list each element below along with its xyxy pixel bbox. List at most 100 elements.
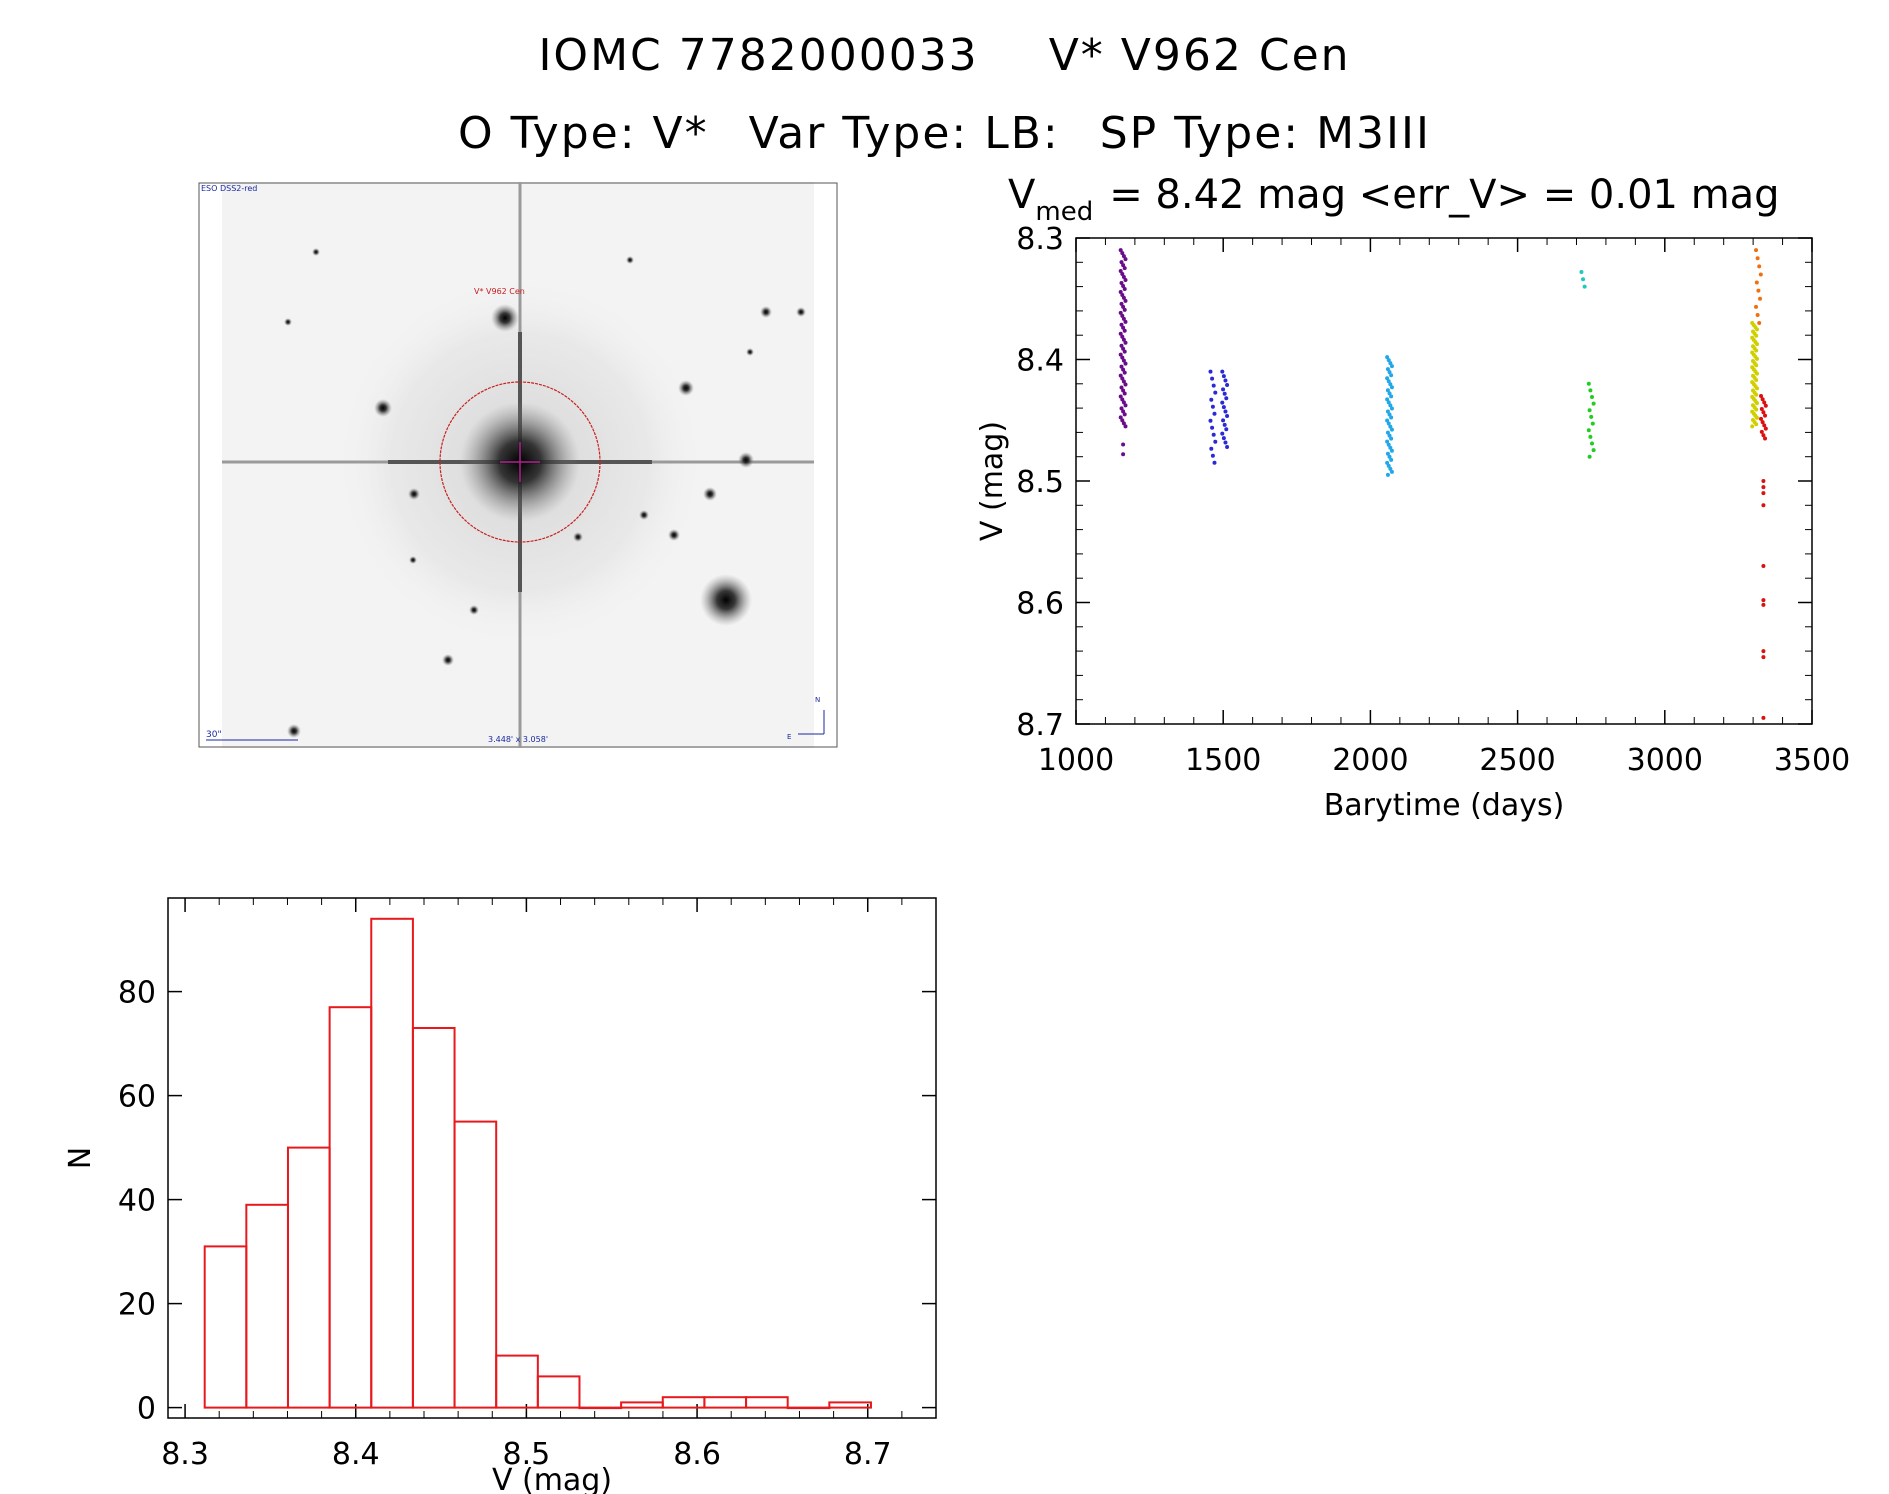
data-point xyxy=(1387,412,1392,417)
data-point xyxy=(1122,307,1127,312)
data-point xyxy=(1389,448,1394,453)
data-point xyxy=(1589,414,1594,419)
data-point xyxy=(1750,358,1755,363)
data-point xyxy=(1121,379,1126,384)
data-point xyxy=(1751,367,1756,372)
data-point xyxy=(1750,373,1755,378)
data-point xyxy=(1754,407,1759,412)
data-point xyxy=(1123,424,1128,429)
data-point xyxy=(1385,367,1390,372)
data-point xyxy=(1119,364,1124,369)
data-point xyxy=(1386,400,1391,405)
field-star xyxy=(287,724,301,738)
data-point xyxy=(1759,393,1764,398)
histogram-bar xyxy=(661,1396,706,1409)
data-point xyxy=(1388,403,1393,408)
data-point xyxy=(1123,403,1128,408)
data-point xyxy=(1750,409,1755,414)
data-point xyxy=(1123,382,1128,387)
data-point xyxy=(1121,304,1126,309)
data-point xyxy=(1579,270,1584,275)
data-point xyxy=(1386,463,1391,468)
data-point xyxy=(1121,316,1126,321)
data-point xyxy=(1387,433,1392,438)
data-point xyxy=(1761,649,1766,654)
target-label: V* V962 Cen xyxy=(474,287,525,296)
data-point xyxy=(1761,602,1766,607)
data-point xyxy=(1209,446,1214,451)
data-point xyxy=(1386,379,1391,384)
data-point xyxy=(1753,399,1758,404)
data-point xyxy=(1387,391,1392,396)
data-point xyxy=(1752,375,1757,380)
data-point xyxy=(1750,424,1755,429)
data-point xyxy=(1753,325,1758,330)
data-point xyxy=(1750,403,1755,408)
data-point xyxy=(1120,272,1125,277)
histogram-bar xyxy=(828,1401,872,1409)
field-star xyxy=(312,248,320,256)
data-point xyxy=(1118,289,1123,294)
field-star xyxy=(374,399,392,417)
data-point xyxy=(1591,401,1596,406)
data-point xyxy=(1122,412,1127,417)
field-star xyxy=(408,488,420,500)
data-point xyxy=(1222,391,1227,396)
field-star xyxy=(678,380,694,396)
field-star xyxy=(284,318,292,326)
data-point xyxy=(1760,420,1765,425)
fov-label: 3.448' x 3.058' xyxy=(488,735,548,744)
data-point xyxy=(1755,256,1760,261)
data-point xyxy=(1754,415,1759,420)
y-tick-label: 40 xyxy=(118,1184,156,1219)
data-point xyxy=(1751,323,1756,328)
data-point xyxy=(1750,329,1755,334)
data-point xyxy=(1210,404,1215,409)
plot-frame xyxy=(1075,237,1813,725)
data-point xyxy=(1588,434,1593,439)
data-point xyxy=(1389,373,1394,378)
data-point xyxy=(1121,409,1126,414)
y-axis-label: V (mag) xyxy=(975,421,1010,541)
data-point xyxy=(1119,322,1124,327)
data-point xyxy=(1389,457,1394,462)
data-point xyxy=(1224,427,1229,432)
data-point xyxy=(1762,400,1767,405)
finder-frame xyxy=(198,182,838,748)
y-tick-label: 0 xyxy=(137,1392,156,1427)
data-point xyxy=(1753,354,1758,359)
data-point xyxy=(1754,342,1759,347)
survey-label: ESO DSS2-red xyxy=(201,184,257,193)
data-point xyxy=(1754,363,1759,368)
data-point xyxy=(1385,472,1390,477)
data-point xyxy=(1123,340,1128,345)
y-tick-label: 8.5 xyxy=(1016,465,1064,500)
data-point xyxy=(1751,352,1756,357)
data-point xyxy=(1389,394,1394,399)
data-point xyxy=(1120,334,1125,339)
data-point xyxy=(1120,355,1125,360)
data-point xyxy=(1385,397,1390,402)
histogram-bar xyxy=(536,1375,581,1409)
x-tick-label: 2500 xyxy=(1479,743,1555,778)
x-tick-label: 8.4 xyxy=(332,1437,380,1472)
data-point xyxy=(1761,433,1766,438)
data-point xyxy=(1760,397,1765,402)
x-axis-label: V (mag) xyxy=(492,1463,612,1494)
data-point xyxy=(1754,377,1759,382)
data-point xyxy=(1750,344,1755,349)
histogram-bar xyxy=(203,1245,248,1409)
data-point xyxy=(1763,413,1768,418)
data-point xyxy=(1210,453,1215,458)
histogram-bar xyxy=(703,1396,748,1409)
data-point xyxy=(1123,361,1128,366)
data-point xyxy=(1750,388,1755,393)
data-point xyxy=(1123,257,1128,262)
histogram-bar xyxy=(328,1006,373,1409)
field-star xyxy=(668,529,680,541)
data-point xyxy=(1389,436,1394,441)
data-point xyxy=(1122,370,1127,375)
data-point xyxy=(1221,418,1226,423)
data-point xyxy=(1587,454,1592,459)
east-label: E xyxy=(787,733,791,741)
